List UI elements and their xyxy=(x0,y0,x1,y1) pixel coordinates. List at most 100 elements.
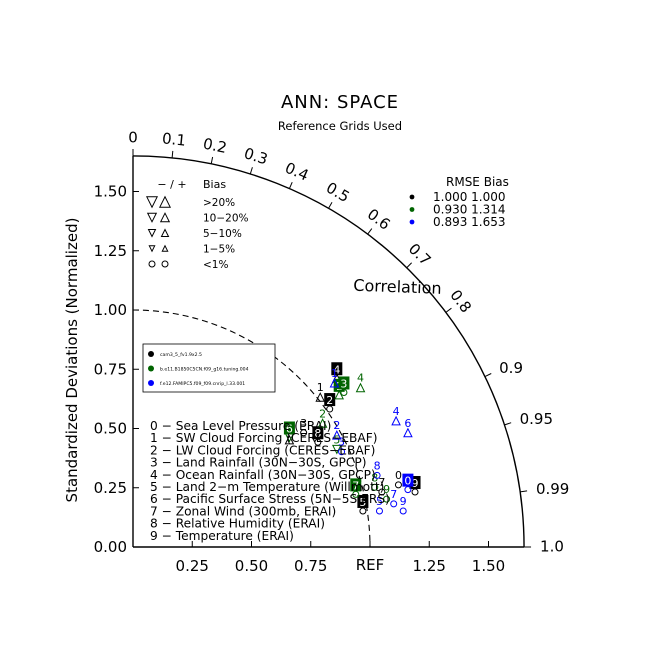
chart-subtitle: Reference Grids Used xyxy=(278,119,402,133)
point-label-box xyxy=(409,476,421,490)
data-point: 8 xyxy=(312,426,324,446)
data-point: 5 xyxy=(357,494,369,515)
data-point: 4 xyxy=(391,405,401,426)
correlation-tick xyxy=(367,228,373,235)
bias-legend-header: − / + xyxy=(157,178,186,191)
y-tick-label: 0.50 xyxy=(94,420,127,438)
correlation-tick-label: 0.99 xyxy=(536,480,569,498)
up-triangle-marker xyxy=(334,389,344,400)
data-point: 7 xyxy=(390,488,398,508)
y-tick-label: 1.50 xyxy=(94,183,127,201)
data-point: 7 xyxy=(350,478,362,498)
point-label: 9 xyxy=(400,495,407,508)
point-label: 7 xyxy=(378,476,385,489)
rmse-legend-value: 0.930 1.314 xyxy=(433,203,506,217)
data-point: 3 xyxy=(300,417,308,437)
case-legend-box xyxy=(142,343,276,393)
point-label: 0 xyxy=(395,469,402,482)
data-point: 2 xyxy=(317,407,328,428)
variable-legend-item: 2 − LW Cloud Forcing (CERES−EBAF) xyxy=(150,443,375,457)
up-triangle-marker xyxy=(329,377,340,388)
bias-legend-label: <1% xyxy=(203,259,228,271)
variable-legend-item: 3 − Land Rainfall (30N−30S, GPCP) xyxy=(150,456,366,470)
rmse-legend-value: 1.000 1.000 xyxy=(433,190,506,204)
correlation-tick-label: 0.8 xyxy=(446,286,475,316)
data-point: 5 xyxy=(375,495,383,515)
variable-legend-item: 1 − SW Cloud Forcing (CERES−EBAF) xyxy=(150,431,378,445)
correlation-label: Correlation xyxy=(353,276,442,298)
correlation-tick-label: 0.95 xyxy=(520,410,553,428)
point-label: 1 xyxy=(317,381,324,394)
y-axis-label: Standardized Deviations (Normalized) xyxy=(63,218,81,503)
bias-up-triangle-icon xyxy=(158,195,172,208)
rmse-legend-dot-icon xyxy=(409,194,415,200)
y-tick-label: 1.25 xyxy=(94,242,127,260)
bias-down-triangle-icon xyxy=(147,229,157,238)
circle-marker xyxy=(373,471,381,479)
data-point: 9 xyxy=(399,495,407,515)
up-triangle-marker xyxy=(403,427,413,438)
data-point: 0 xyxy=(394,469,402,489)
bias-up-triangle-icon xyxy=(160,228,170,237)
point-label: 7 xyxy=(352,479,359,492)
x-tick-label: 0.50 xyxy=(235,557,268,575)
rmse-legend-dot-icon xyxy=(409,207,415,212)
up-triangle-marker xyxy=(317,418,328,428)
bias-legend-label: 5−10% xyxy=(203,228,242,240)
data-point: 6 xyxy=(283,421,295,443)
point-label: 2 xyxy=(326,394,333,407)
point-label: 4 xyxy=(393,405,400,418)
up-triangle-marker xyxy=(332,430,342,440)
data-point: 9 xyxy=(409,476,421,496)
point-label: 2 xyxy=(319,407,326,420)
point-label: 4 xyxy=(333,363,340,376)
y-tick-label: 0.00 xyxy=(94,538,127,556)
correlation-tick-label: 0.5 xyxy=(323,179,353,207)
case-legend-dot-icon xyxy=(148,380,154,386)
point-label-box xyxy=(402,473,414,487)
x-tick-label: 0.75 xyxy=(294,557,327,575)
chart-title: ANN: SPACE xyxy=(281,92,399,113)
x-tick-label: 1.25 xyxy=(413,557,446,575)
circle-marker xyxy=(394,481,402,489)
data-point: 9 xyxy=(383,483,391,503)
circle-marker xyxy=(399,507,407,515)
bias-up-triangle-icon xyxy=(159,212,171,223)
point-label-box xyxy=(350,478,362,492)
variable-legend-item: 9 − Temperature (ERAI) xyxy=(150,529,294,543)
case-legend-dot-icon xyxy=(148,365,154,372)
circle-marker xyxy=(390,500,398,508)
y-tick-label: 0.25 xyxy=(94,479,127,497)
point-label: 1 xyxy=(331,367,338,380)
data-point: 7 xyxy=(378,476,386,496)
case-legend-dot-icon xyxy=(148,351,154,357)
correlation-tick xyxy=(520,490,528,493)
bias-up-triangle-icon xyxy=(161,244,169,252)
bias-circle-icon xyxy=(148,260,156,268)
y-tick-label: 1.00 xyxy=(94,301,127,319)
data-point: 1 xyxy=(329,367,340,388)
bias-down-triangle-icon xyxy=(146,212,158,223)
data-point: 5 xyxy=(332,433,342,455)
point-label: 5 xyxy=(333,433,340,446)
circle-marker xyxy=(371,483,379,491)
correlation-tick-label: 0.4 xyxy=(282,159,311,185)
point-label-box xyxy=(324,393,336,407)
circle-marker xyxy=(383,495,391,503)
correlation-tick xyxy=(406,262,412,269)
variable-legend-item: 0 − Sea Level Pressure (ERAI) xyxy=(150,419,331,433)
rmse-legend-value: 0.893 1.653 xyxy=(433,215,506,229)
point-label: 5 xyxy=(376,495,383,508)
correlation-tick xyxy=(210,156,214,164)
bias-legend-label: 10−20% xyxy=(203,213,249,225)
correlation-tick xyxy=(445,307,452,313)
point-label: 2 xyxy=(333,419,340,432)
bias-down-triangle-icon xyxy=(145,196,159,209)
bias-down-triangle-icon xyxy=(148,245,156,253)
bias-legend-label: >20% xyxy=(203,197,235,209)
point-label: 3 xyxy=(300,417,307,430)
data-point: 0 xyxy=(402,473,414,494)
point-label: 8 xyxy=(314,427,321,440)
point-label: 9 xyxy=(383,483,390,496)
point-label: 4 xyxy=(357,372,364,385)
